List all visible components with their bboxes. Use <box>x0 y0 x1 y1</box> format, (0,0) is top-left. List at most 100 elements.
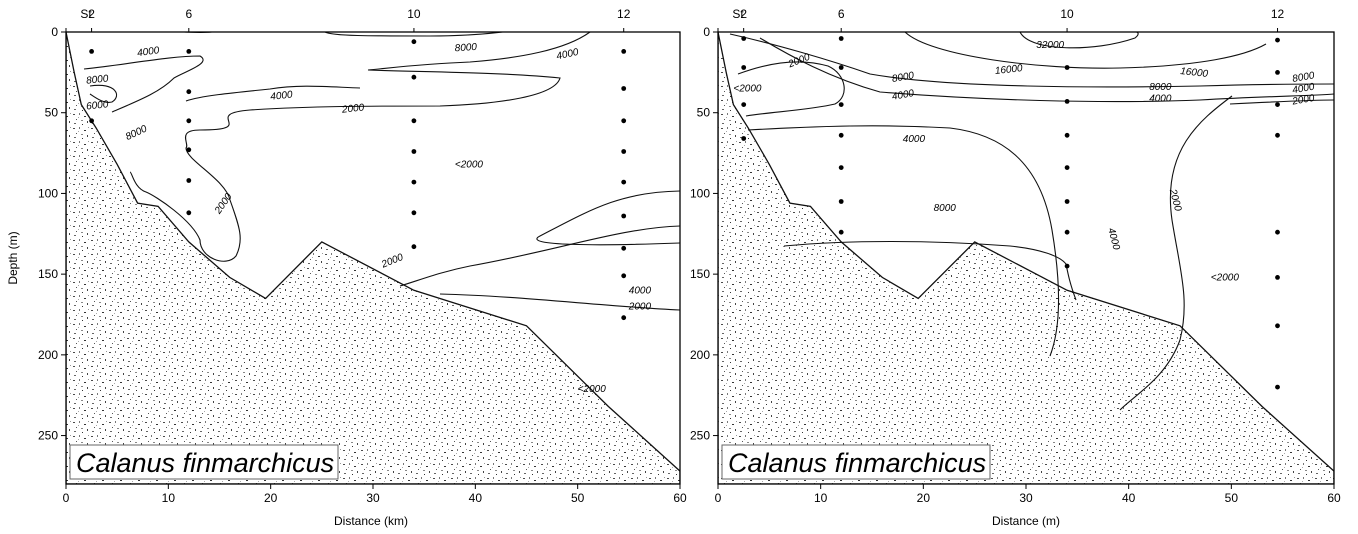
sample-point <box>741 65 747 70</box>
y-tick-label: 150 <box>690 267 710 281</box>
contour-label: <2000 <box>578 384 607 395</box>
contour-label: 4000 <box>270 89 294 102</box>
contour-label: 8000 <box>454 42 477 55</box>
y-tick-label: 250 <box>690 429 710 443</box>
sample-point <box>186 89 192 95</box>
x-tick-label: 60 <box>673 491 687 505</box>
y-tick-label: 250 <box>38 429 58 443</box>
sample-point <box>1064 263 1070 269</box>
x-tick-label: 20 <box>264 491 278 505</box>
contour-label: 2000 <box>379 252 405 271</box>
sample-point <box>1275 102 1280 107</box>
contour-label: 6000 <box>86 99 110 112</box>
sample-point <box>621 213 627 219</box>
left-contour-2000-deep <box>399 225 680 287</box>
left-contour-panel: 4000 8000 4000800060004000200080002000<200… <box>6 7 687 528</box>
sample-point <box>621 149 627 154</box>
x-tick-label: 60 <box>1327 491 1341 505</box>
sample-point <box>621 86 627 91</box>
left-seabed <box>66 32 680 484</box>
right-contour-2000-left <box>737 61 845 117</box>
right-contour-4000-mid <box>747 125 1060 357</box>
x-tick-label: 0 <box>63 491 70 505</box>
sample-point <box>838 102 844 107</box>
sample-point <box>741 136 747 141</box>
y-tick-label: 100 <box>38 186 58 200</box>
right-station-labels: St2 6 10 12 <box>717 7 1285 32</box>
y-tick-label: 0 <box>51 25 58 39</box>
contour-label: 2000 <box>1167 187 1184 213</box>
left-contour-6000-loop <box>89 84 117 103</box>
left-contour-4000-upper <box>367 32 591 71</box>
station-label: 2 <box>88 7 95 21</box>
sample-point <box>1275 132 1280 138</box>
contour-label: 16000 <box>1180 66 1209 80</box>
contour-label: 16000 <box>994 63 1023 77</box>
left-contour-4000-deep <box>536 190 680 246</box>
sample-point <box>741 36 747 41</box>
sample-point <box>838 65 844 70</box>
right-contour-4000-upper <box>759 37 1334 103</box>
station-label: 10 <box>1060 7 1074 21</box>
sample-point <box>411 179 417 185</box>
contour-label: 4000 <box>629 286 652 297</box>
sample-point <box>1275 229 1280 235</box>
sample-point <box>1064 199 1070 204</box>
sample-point <box>1064 65 1070 70</box>
sample-point <box>621 315 627 321</box>
right-axis-ticks: 0 10 20 30 40 50 60 0 50 100 150 200 250 <box>690 25 1341 505</box>
sample-point <box>411 118 417 124</box>
left-contour-lines <box>83 32 680 311</box>
sample-point <box>186 178 192 183</box>
station-label: St <box>732 7 744 21</box>
sample-point <box>1275 323 1280 329</box>
contour-label: 2000 <box>340 102 365 115</box>
x-tick-label: 0 <box>715 491 722 505</box>
right-contour-2000-vertical <box>1119 95 1233 411</box>
left-contour-2000-bottom <box>439 293 680 311</box>
contour-label: 2000 <box>1291 93 1316 108</box>
sample-point <box>186 49 192 54</box>
sample-point <box>621 49 627 54</box>
y-tick-label: 200 <box>38 348 58 362</box>
x-tick-label: 40 <box>469 491 483 505</box>
contour-label: 8000 <box>891 70 915 85</box>
sample-point <box>1064 132 1070 138</box>
sample-point <box>838 165 844 171</box>
station-label: 6 <box>185 7 192 21</box>
sample-point <box>411 244 417 250</box>
sample-point <box>1064 229 1070 235</box>
left-species-label: Calanus finmarchicus <box>76 448 334 478</box>
x-tick-label: 30 <box>1019 491 1033 505</box>
contour-label: 4000 <box>136 45 160 59</box>
sample-point <box>186 210 192 216</box>
right-contour-2000-upper <box>1229 99 1334 105</box>
sample-point <box>411 149 417 154</box>
right-contour-16000 <box>904 32 1267 69</box>
sample-point <box>1275 384 1280 390</box>
right-x-axis-title: Distance (m) <box>992 514 1060 528</box>
sample-point <box>621 245 627 251</box>
sample-point <box>1275 37 1280 43</box>
sample-point <box>411 74 417 80</box>
y-tick-label: 0 <box>703 25 710 39</box>
left-contour-4000-top <box>177 32 216 33</box>
station-label: 6 <box>838 7 845 21</box>
x-tick-label: 30 <box>366 491 380 505</box>
sample-point <box>621 179 627 185</box>
contour-label: 4000 <box>1149 93 1172 104</box>
left-y-axis-title: Depth (m) <box>6 231 20 284</box>
contour-label: 2000 <box>628 302 652 313</box>
x-tick-label: 50 <box>571 491 585 505</box>
contour-label: <2000 <box>455 160 484 171</box>
contour-label: 8000 <box>124 123 149 143</box>
sample-point <box>89 49 94 54</box>
sample-point <box>621 118 627 124</box>
left-station-labels: St2 6 10 12 <box>65 7 631 32</box>
left-contour-2000-main <box>129 69 561 262</box>
y-tick-label: 50 <box>697 106 711 120</box>
sample-point <box>89 118 94 124</box>
left-contour-4000-left <box>185 85 361 102</box>
sample-point <box>1275 70 1280 75</box>
